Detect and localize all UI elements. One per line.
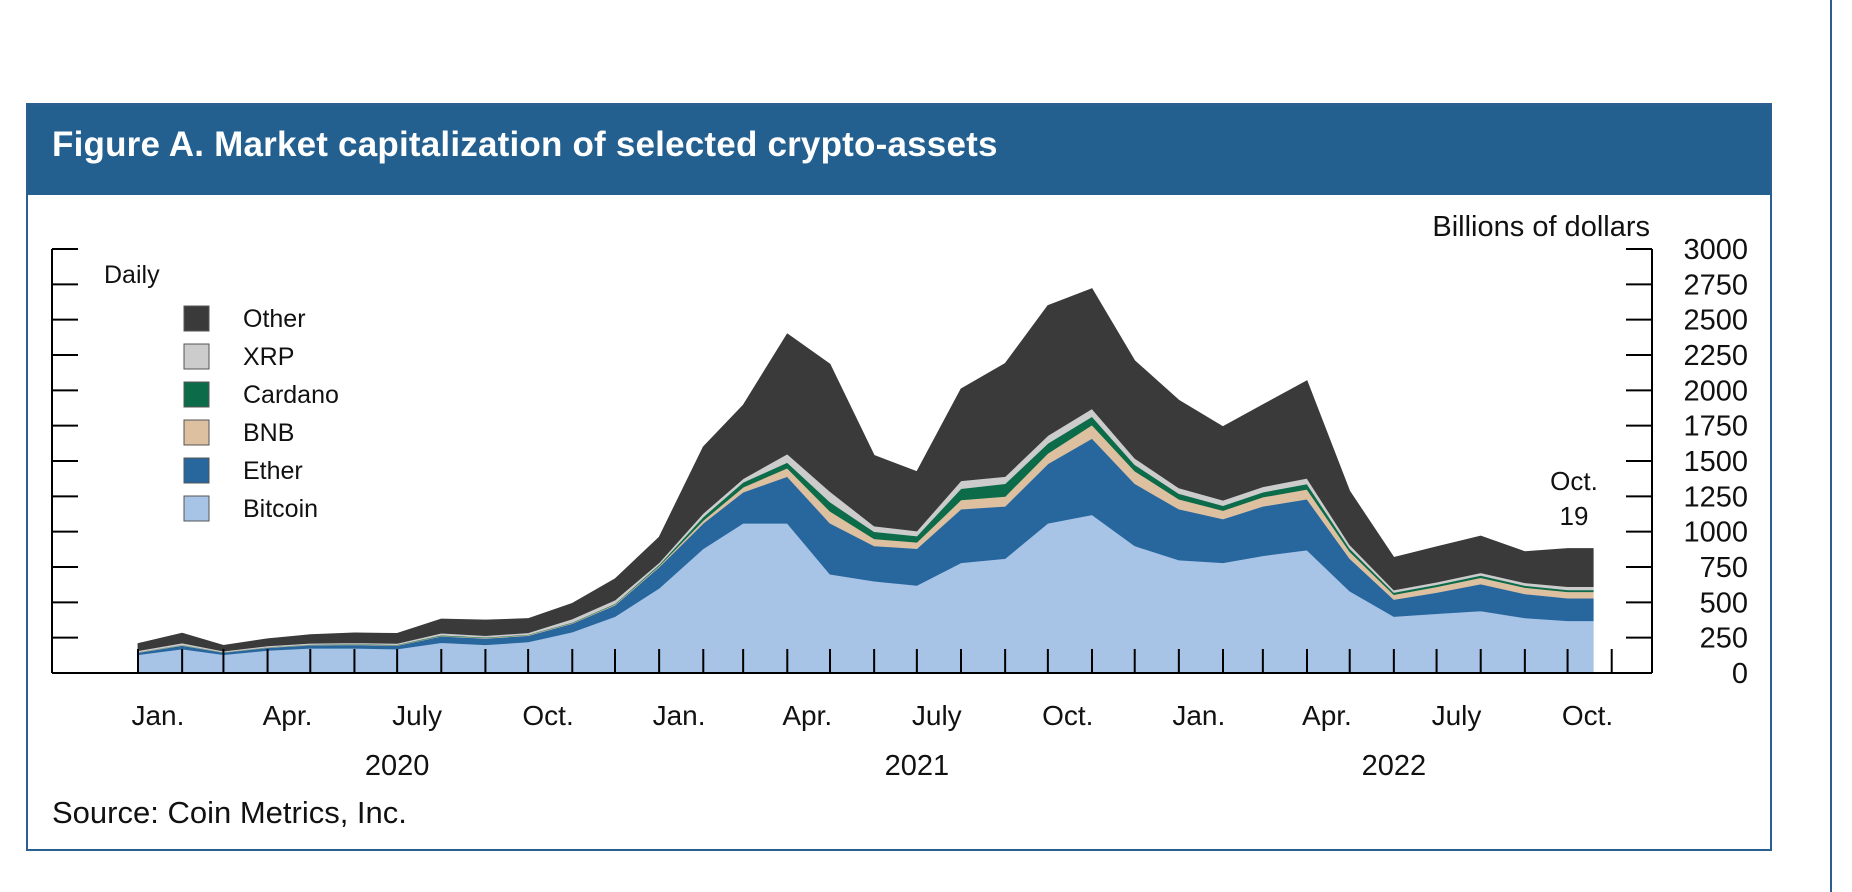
- y-tick-label: 0: [1732, 658, 1748, 690]
- legend-label-cardano: Cardano: [243, 381, 339, 409]
- y-tick-label: 1750: [1683, 411, 1748, 443]
- x-tick-label: July: [912, 700, 962, 731]
- source-note: Source: Coin Metrics, Inc.: [52, 795, 407, 830]
- x-tick-label: Apr.: [782, 700, 832, 731]
- x-tick-label: Oct.: [1042, 700, 1093, 731]
- x-tick-label: Apr.: [1302, 700, 1352, 731]
- y-tick-label: 2500: [1683, 305, 1748, 337]
- y-tick-label: 2000: [1683, 375, 1748, 407]
- legend-label-bnb: BNB: [243, 419, 294, 447]
- y-axis-label: Billions of dollars: [1432, 211, 1650, 243]
- y-tick-label: 2250: [1683, 340, 1748, 372]
- end-annotation-month: Oct.: [1550, 466, 1598, 496]
- x-tick-label: Jan.: [653, 700, 706, 731]
- legend-swatch-other: [183, 305, 210, 332]
- legend-swatch-cardano: [183, 381, 210, 408]
- x-tick-label: Jan.: [1172, 700, 1225, 731]
- figure-title: Figure A. Market capitalization of selec…: [52, 125, 998, 164]
- legend-label-bitcoin: Bitcoin: [243, 495, 318, 523]
- figure-header: Figure A. Market capitalization of selec…: [28, 105, 1770, 195]
- y-tick-label: 1250: [1683, 481, 1748, 513]
- y-tick-label: 1000: [1683, 517, 1748, 549]
- y-tick-label: 1500: [1683, 446, 1748, 478]
- y-tick-label: 2750: [1683, 269, 1748, 301]
- x-tick-label: July: [392, 700, 442, 731]
- frequency-label: Daily: [104, 261, 160, 289]
- page-right-rule: [1830, 0, 1832, 892]
- x-tick-label: July: [1432, 700, 1482, 731]
- x-tick-label: Oct.: [1562, 700, 1613, 731]
- legend-swatch-bnb: [183, 419, 210, 446]
- legend-label-xrp: XRP: [243, 343, 294, 371]
- legend-label-ether: Ether: [243, 457, 303, 485]
- y-tick-label: 750: [1700, 552, 1748, 584]
- year-label: 2021: [885, 750, 950, 782]
- area-other: [137, 288, 1594, 652]
- end-annotation-day: 19: [1560, 501, 1589, 531]
- legend-label-other: Other: [243, 305, 306, 333]
- x-tick-label: Jan.: [131, 700, 184, 731]
- x-tick-label: Oct.: [522, 700, 573, 731]
- y-tick-label: 250: [1700, 623, 1748, 655]
- year-label: 2020: [365, 750, 430, 782]
- y-tick-label: 500: [1700, 587, 1748, 619]
- legend-swatch-ether: [183, 457, 210, 484]
- legend-swatch-bitcoin: [183, 495, 210, 522]
- x-tick-label: Apr.: [263, 700, 313, 731]
- legend-swatch-xrp: [183, 343, 210, 370]
- year-label: 2022: [1362, 750, 1427, 782]
- y-tick-label: 3000: [1683, 234, 1748, 266]
